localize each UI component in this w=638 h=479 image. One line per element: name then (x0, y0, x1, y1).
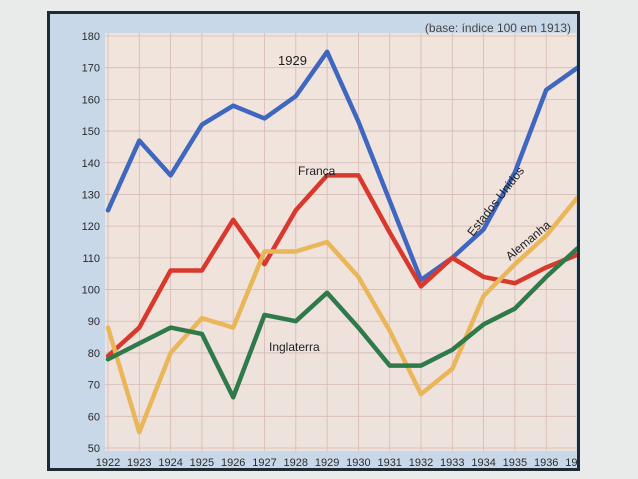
x-tick-label: 1928 (284, 457, 308, 468)
x-tick-label: 1936 (534, 457, 558, 468)
annotation-franca: França (298, 164, 336, 178)
x-tick-label: 1923 (127, 457, 151, 468)
x-tick-label: 1935 (503, 457, 527, 468)
y-tick-label: 140 (82, 158, 100, 170)
x-tick-label: 1937 (565, 457, 577, 468)
y-tick-label: 160 (82, 94, 100, 106)
y-tick-label: 50 (88, 443, 100, 455)
y-tick-label: 180 (82, 31, 100, 43)
series-lines (105, 49, 577, 435)
line-chart: 50 60 70 80 90 100 110 120 130 140 150 160 170 180 19… (82, 21, 577, 468)
x-axis-ticks: 1922 1923 1924 1925 1926 1927 1928 1929 1930 1931… (96, 457, 577, 468)
x-tick-label: 1922 (96, 457, 120, 468)
y-tick-label: 100 (82, 285, 100, 297)
chart-subtitle: (base: índice 100 em 1913) (425, 21, 571, 35)
x-tick-label: 1932 (409, 457, 433, 468)
y-tick-label: 90 (88, 316, 100, 328)
y-tick-label: 70 (88, 380, 100, 392)
y-axis-ticks: 50 60 70 80 90 100 110 120 130 140 150 160 170 180 (82, 31, 100, 455)
y-tick-label: 60 (88, 411, 100, 423)
x-tick-label: 1930 (346, 457, 370, 468)
x-tick-label: 1929 (315, 457, 339, 468)
x-tick-label: 1931 (377, 457, 401, 468)
series-line-estados-unidos (105, 49, 577, 283)
x-tick-label: 1925 (190, 457, 214, 468)
chart-frame: 50 60 70 80 90 100 110 120 130 140 150 160 170 180 19… (47, 11, 580, 471)
annotation-inglaterra: Inglaterra (269, 340, 320, 354)
grid (105, 33, 576, 451)
x-tick-label: 1933 (440, 457, 464, 468)
y-tick-label: 110 (82, 253, 100, 265)
y-tick-label: 80 (88, 348, 100, 360)
y-tick-label: 170 (82, 63, 100, 75)
series-line-inglaterra (105, 246, 577, 400)
plot-area (105, 33, 576, 451)
y-tick-label: 130 (82, 189, 100, 201)
series-line-alemanha (105, 195, 577, 435)
annotation-1929: 1929 (278, 53, 307, 68)
x-tick-label: 1934 (471, 457, 495, 468)
y-tick-label: 120 (82, 221, 100, 233)
x-tick-label: 1926 (221, 457, 245, 468)
y-tick-label: 150 (82, 126, 100, 138)
x-tick-label: 1927 (252, 457, 276, 468)
x-tick-label: 1924 (158, 457, 182, 468)
